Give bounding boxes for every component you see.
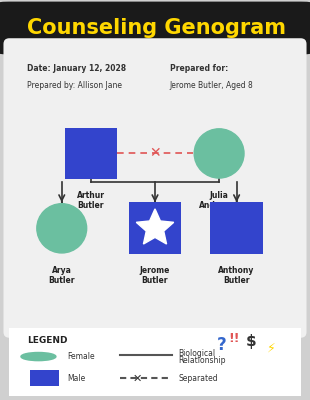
FancyBboxPatch shape	[3, 327, 307, 397]
FancyBboxPatch shape	[0, 2, 310, 54]
FancyBboxPatch shape	[129, 202, 181, 254]
Circle shape	[37, 204, 87, 253]
Text: LEGEND: LEGEND	[27, 336, 67, 345]
FancyBboxPatch shape	[65, 128, 117, 179]
Text: Date: January 12, 2028: Date: January 12, 2028	[27, 64, 126, 73]
Text: Biological: Biological	[178, 349, 215, 358]
FancyBboxPatch shape	[30, 370, 59, 386]
Polygon shape	[136, 209, 174, 244]
FancyBboxPatch shape	[210, 202, 263, 254]
Text: ⚡: ⚡	[267, 342, 276, 355]
Text: Female: Female	[68, 352, 95, 361]
Text: Arthur
Butler: Arthur Butler	[77, 191, 105, 210]
Circle shape	[21, 352, 56, 361]
Text: Arya
Butler: Arya Butler	[48, 266, 75, 285]
Text: Julia
Anderson: Julia Anderson	[198, 191, 240, 210]
Text: ?: ?	[217, 336, 227, 354]
Text: Counseling Genogram: Counseling Genogram	[27, 18, 286, 38]
FancyBboxPatch shape	[3, 38, 307, 338]
Text: Male: Male	[68, 374, 86, 383]
Text: ✕: ✕	[149, 146, 161, 160]
Text: Relationship: Relationship	[178, 356, 226, 365]
Text: Prepared for:: Prepared for:	[170, 64, 228, 73]
Text: Prepared by: Allison Jane: Prepared by: Allison Jane	[27, 82, 122, 90]
Circle shape	[194, 129, 244, 178]
Text: ✕: ✕	[133, 373, 142, 383]
Text: Jerome Butler, Aged 8: Jerome Butler, Aged 8	[170, 82, 253, 90]
Text: !!: !!	[228, 332, 239, 345]
Text: Anthony
Butler: Anthony Butler	[219, 266, 255, 285]
Text: $: $	[246, 334, 256, 349]
Text: Separated: Separated	[178, 374, 218, 383]
Text: Jerome
Butler: Jerome Butler	[140, 266, 170, 285]
